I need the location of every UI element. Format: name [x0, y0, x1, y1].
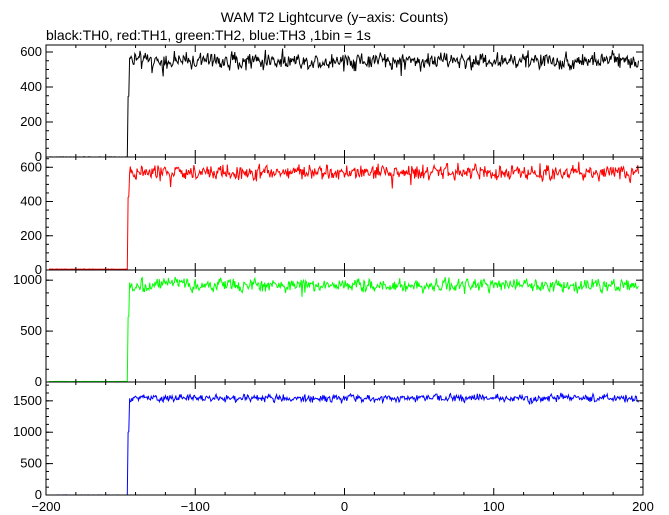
- series-line-th1: [48, 161, 639, 270]
- y-tick-label-th3-0: 0: [35, 487, 42, 502]
- x-tick-label-0: −200: [31, 499, 60, 514]
- y-tick-label-th0-3: 600: [20, 44, 42, 59]
- x-tick-label-2: 0: [341, 499, 348, 514]
- y-tick-label-th2-1: 500: [20, 323, 42, 338]
- y-tick-label-th3-1: 500: [20, 456, 42, 471]
- y-tick-label-th0-0: 0: [35, 149, 42, 164]
- x-tick-label-3: 100: [483, 499, 505, 514]
- series-line-th3: [49, 392, 639, 496]
- y-tick-label-th1-1: 200: [20, 228, 42, 243]
- x-tick-label-1: −100: [181, 499, 210, 514]
- x-tick-label-4: 200: [632, 499, 654, 514]
- chart-subtitle: black:TH0, red:TH1, green:TH2, blue:TH3 …: [46, 27, 371, 43]
- y-tick-label-th3-3: 1500: [13, 393, 42, 408]
- y-tick-label-th1-0: 0: [35, 262, 42, 277]
- y-tick-label-th2-0: 0: [35, 374, 42, 389]
- series-line-th2: [49, 276, 639, 383]
- y-tick-label-th0-1: 200: [20, 114, 42, 129]
- y-tick-label-th1-3: 600: [20, 159, 42, 174]
- chart-title: WAM T2 Lightcurve (y−axis: Counts): [220, 9, 449, 25]
- y-tick-label-th2-2: 1000: [13, 272, 42, 287]
- y-tick-label-th3-2: 1000: [13, 424, 42, 439]
- y-tick-label-th0-2: 400: [20, 79, 42, 94]
- series-line-th0: [48, 48, 639, 158]
- y-tick-label-th1-2: 400: [20, 194, 42, 209]
